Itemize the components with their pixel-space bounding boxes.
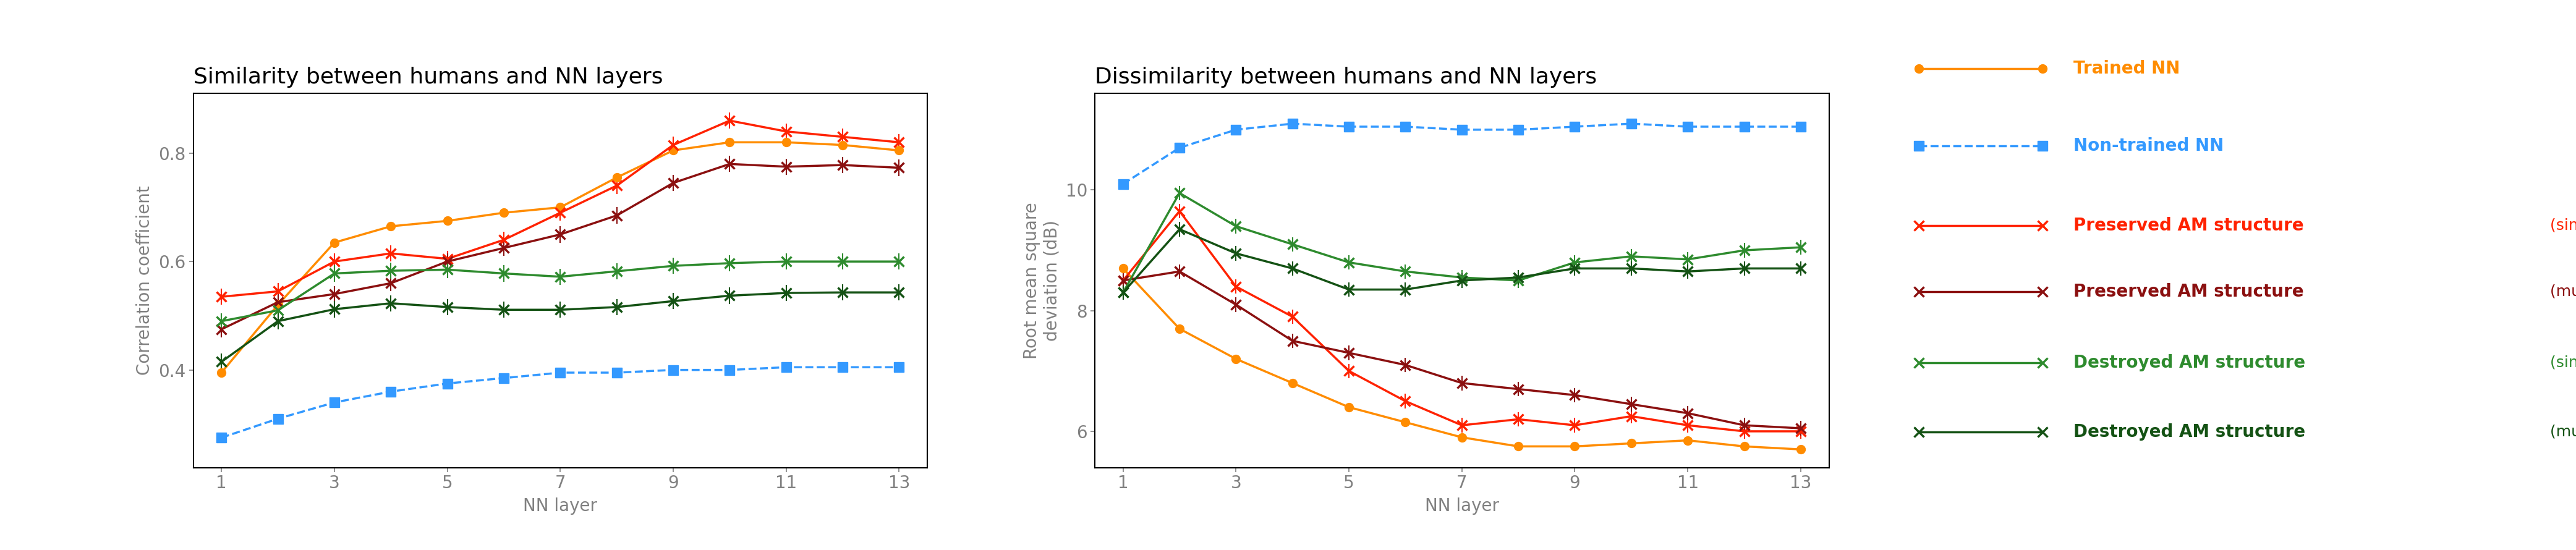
Text: (single band): (single band)	[2550, 356, 2576, 370]
Text: (multiple bands): (multiple bands)	[2550, 284, 2576, 299]
Y-axis label: Root mean square
deviation (dB): Root mean square deviation (dB)	[1023, 202, 1061, 359]
Text: Dissimilarity between humans and NN layers: Dissimilarity between humans and NN laye…	[1095, 67, 1597, 87]
Text: Trained NN: Trained NN	[2074, 60, 2179, 78]
Text: Preserved AM structure: Preserved AM structure	[2074, 283, 2311, 300]
Text: (multiple bands): (multiple bands)	[2550, 425, 2576, 439]
X-axis label: NN layer: NN layer	[1425, 497, 1499, 515]
Text: Similarity between humans and NN layers: Similarity between humans and NN layers	[193, 67, 662, 87]
Text: Non-trained NN: Non-trained NN	[2074, 137, 2223, 155]
Text: Destroyed AM structure: Destroyed AM structure	[2074, 354, 2311, 372]
Y-axis label: Correlation coefficient: Correlation coefficient	[137, 186, 155, 375]
Text: (single band): (single band)	[2550, 218, 2576, 233]
Text: Preserved AM structure: Preserved AM structure	[2074, 217, 2311, 234]
X-axis label: NN layer: NN layer	[523, 497, 598, 515]
Text: Destroyed AM structure: Destroyed AM structure	[2074, 423, 2311, 441]
